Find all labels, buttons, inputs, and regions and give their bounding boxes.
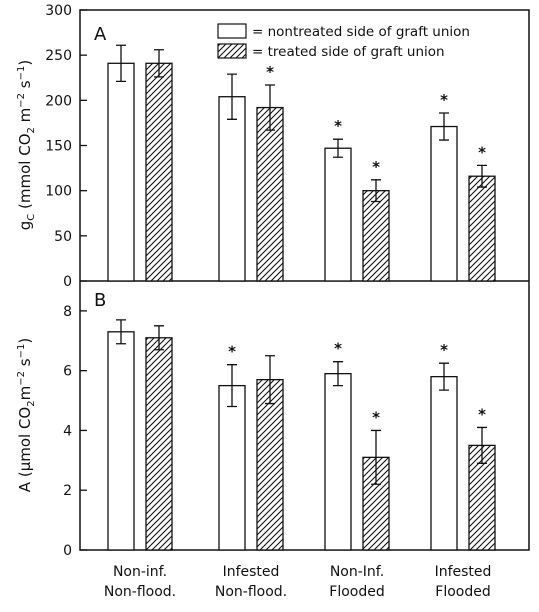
- legend: = nontreated side of graft union = treat…: [217, 23, 470, 60]
- panel-a-ylabel: gC (mmol CO2 m−2 s−1): [16, 60, 37, 230]
- plot-frame: [79, 9, 530, 551]
- panel-b-significance-nontreated-3: *: [334, 340, 342, 358]
- panel-a-bar-nontreated-2: [218, 96, 246, 282]
- panel-b-bar-nontreated-3: [324, 373, 352, 551]
- panel-a-ytick-label-3: 150: [45, 139, 72, 155]
- panel-b-significance-nontreated-2: *: [228, 343, 236, 361]
- panel-a-errorbar-nontreated-2: [227, 73, 237, 120]
- panel-b-bar-treated-1: [145, 337, 173, 551]
- panel-a-errorbar-treated-3: [371, 179, 381, 203]
- panel-b-errorbar-treated-2: [265, 355, 275, 405]
- x-label-2-line1: Infested: [223, 564, 280, 580]
- panel-a-errorbar-treated-2: [265, 84, 275, 131]
- x-label-3-line1: Non-Inf.: [330, 564, 384, 580]
- panel-a-ytick-label-4: 200: [45, 93, 72, 109]
- panel-a-significance-treated-4: *: [478, 143, 486, 161]
- panel-b-ytick-label-2: 4: [63, 423, 72, 439]
- panel-b-bar-treated-2: [256, 378, 284, 551]
- x-category-labels: Non-inf. Non-flood. Infested Non-flood. …: [104, 564, 492, 600]
- panel-a-bar-treated-3: [362, 190, 390, 282]
- panel-a-bar-treated-1: [145, 62, 173, 282]
- panel-a-ytick-label-5: 250: [45, 48, 72, 64]
- panel-b-significance-treated-4: *: [478, 405, 486, 423]
- panel-b-ytick-label-0: 0: [63, 543, 72, 559]
- legend-hatched-label: = treated side of graft union: [252, 44, 445, 60]
- panel-a-errorbar-nontreated-3: [333, 138, 343, 158]
- panel-b-errorbar-nontreated-1: [116, 319, 126, 345]
- panel-a-bar-nontreated-4: [430, 125, 458, 282]
- panel-b-errorbar-treated-3: [371, 429, 381, 485]
- panel-a-ytick-label-6: 300: [45, 3, 72, 19]
- panel-b-errorbar-nontreated-4: [439, 362, 449, 391]
- panel-a-significance-nontreated-3: *: [334, 117, 342, 135]
- panel-b-bar-nontreated-1: [107, 331, 135, 551]
- panel-a-bar-nontreated-3: [324, 147, 352, 282]
- x-label-3-line2: Flooded: [329, 584, 384, 600]
- panel-a-ytick-label-0: 0: [63, 274, 72, 290]
- panel-a-ytick-label-1: 50: [54, 229, 72, 245]
- x-label-4-line1: Infested: [435, 564, 492, 580]
- panel-b-bar-nontreated-4: [430, 375, 458, 551]
- panel-a-errorbar-treated-1: [154, 49, 164, 78]
- panel-b-ytick-label-1: 2: [63, 483, 72, 499]
- panel-b-marks: 0 2 4 6 8 * * * * *: [63, 304, 496, 559]
- panel-a-significance-nontreated-4: *: [440, 91, 448, 109]
- legend-open-label: = nontreated side of graft union: [252, 24, 470, 40]
- panel-a-bar-nontreated-1: [107, 62, 135, 282]
- panel-b-errorbar-treated-1: [154, 325, 164, 351]
- x-label-2-line2: Non-flood.: [215, 584, 287, 600]
- x-label-4-line2: Flooded: [435, 584, 490, 600]
- legend-hatched-swatch: [217, 43, 247, 59]
- panel-b-errorbar-nontreated-3: [333, 361, 343, 387]
- x-label-1-line1: Non-inf.: [113, 564, 167, 580]
- panel-b-errorbar-treated-4: [477, 426, 487, 464]
- panel-b-significance-nontreated-4: *: [440, 341, 448, 359]
- panel-b-ytick-label-3: 6: [63, 364, 72, 380]
- x-label-1-line2: Non-flood.: [104, 584, 176, 600]
- panel-b-errorbar-nontreated-2: [227, 364, 237, 408]
- legend-open-swatch: [217, 23, 247, 39]
- panel-a-errorbar-treated-4: [477, 164, 487, 188]
- panel-a-significance-treated-2: *: [266, 63, 274, 81]
- panel-a-significance-treated-3: *: [372, 158, 380, 176]
- panel-a-ytick-label-2: 100: [45, 184, 72, 200]
- panel-a-bar-treated-4: [468, 175, 496, 282]
- panel-a-errorbar-nontreated-4: [439, 112, 449, 141]
- panel-a-label: A: [94, 24, 107, 45]
- panel-b-significance-treated-3: *: [372, 408, 380, 426]
- panel-a-marks: 0 50 100 150 200 250 300 * * * * *: [45, 3, 496, 290]
- panel-b-ytick-label-4: 8: [63, 304, 72, 320]
- panel-b-label: B: [94, 290, 106, 311]
- panel-a-bar-treated-2: [256, 106, 284, 282]
- panel-b-ylabel: A (μmol CO2m−2 s−1): [16, 338, 37, 492]
- panel-b-bar-nontreated-2: [218, 384, 246, 551]
- panel-a-errorbar-nontreated-1: [116, 44, 126, 83]
